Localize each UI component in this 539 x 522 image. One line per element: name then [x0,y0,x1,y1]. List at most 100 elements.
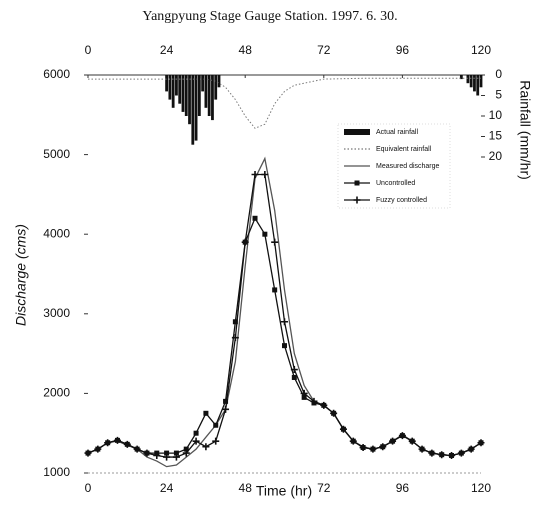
marker [232,319,238,325]
marker [291,374,297,380]
legend-swatch [344,129,370,135]
marker [262,231,268,237]
rain-bar [197,75,201,116]
legend-label: Fuzzy controlled [376,197,427,204]
y-tick-label: 2000 [43,386,70,400]
marker [272,287,278,293]
y-tick-label: 6000 [43,67,70,81]
marker [418,445,426,453]
rain-bar [476,75,480,96]
marker [182,449,190,457]
rain-bar [479,75,483,88]
marker [223,398,229,404]
legend-label: Uncontrolled [376,180,415,187]
marker [84,449,92,457]
rain-bar [466,75,470,84]
marker [339,425,347,433]
marker [261,171,269,178]
rain-bar [211,75,214,121]
marker [172,453,180,461]
marker [123,440,131,448]
marker [330,409,338,417]
rain-bar [184,75,188,116]
marker [193,430,199,436]
marker [349,437,357,445]
marker [173,450,179,456]
x2-tick-label: 120 [471,43,491,57]
rain-bar [175,75,178,96]
x-tick-label: 72 [317,481,331,495]
x-tick-label: 96 [396,481,410,495]
x2-tick-label: 0 [85,43,92,57]
marker [213,422,219,428]
marker [467,445,475,453]
marker [164,450,170,456]
marker [300,389,308,397]
x-tick-label: 0 [85,481,92,495]
marker [104,439,112,447]
series-line [87,173,482,458]
legend-label: Measured discharge [376,163,440,170]
x-axis-label: Time (hr) [256,483,312,499]
marker [457,449,465,457]
marker [251,171,259,178]
legend-label: Equivalent rainfall [376,146,432,153]
marker [353,196,361,204]
marker [133,445,141,453]
rain-bar [469,75,473,88]
marker [379,443,387,451]
marker [202,443,210,451]
marker [398,432,406,440]
marker [252,215,258,221]
y2-tick-label: 15 [489,129,503,143]
y2-tick-label: 0 [495,67,502,81]
x2-tick-label: 24 [160,43,174,57]
rain-bar [217,75,221,88]
series-line [87,216,482,457]
y-axis-label: Discharge (cms) [13,224,29,326]
rain-bar [178,75,182,104]
marker [231,334,239,342]
marker [438,451,446,459]
marker [143,449,151,457]
marker [281,318,288,326]
marker [163,453,171,461]
x2-tick-label: 96 [396,43,410,57]
x-tick-label: 24 [160,481,174,495]
legend-label: Actual rainfall [376,129,418,136]
marker [192,437,200,445]
marker [290,366,298,374]
rain-bar [214,75,218,100]
rain-bar [194,75,198,141]
rain-bar [165,75,168,92]
marker [183,446,189,452]
marker [212,437,220,445]
marker [408,437,416,445]
y-tick-label: 1000 [43,465,70,479]
rain-bar [207,75,211,116]
rain-bar [191,75,195,145]
rain-bar [459,75,463,80]
marker [389,437,397,445]
x2-tick-label: 72 [317,43,331,57]
marker [282,343,287,349]
y-tick-label: 3000 [43,306,70,320]
marker [428,449,436,457]
x-tick-label: 120 [471,481,491,495]
rain-bar [201,75,205,92]
marker [203,410,209,416]
rain-bar [188,75,191,125]
marker [271,238,279,246]
marker [359,444,367,452]
marker [113,436,121,444]
y2-tick-label: 20 [489,149,503,163]
marker [477,439,485,447]
rain-bar [204,75,208,108]
x2-tick-label: 48 [239,43,253,57]
x-tick-label: 48 [239,481,253,495]
rain-bar [168,75,172,100]
marker [241,238,249,246]
y2-axis-label: Rainfall (mm/hr) [517,80,533,180]
marker [320,401,328,409]
rain-bar [473,75,476,92]
